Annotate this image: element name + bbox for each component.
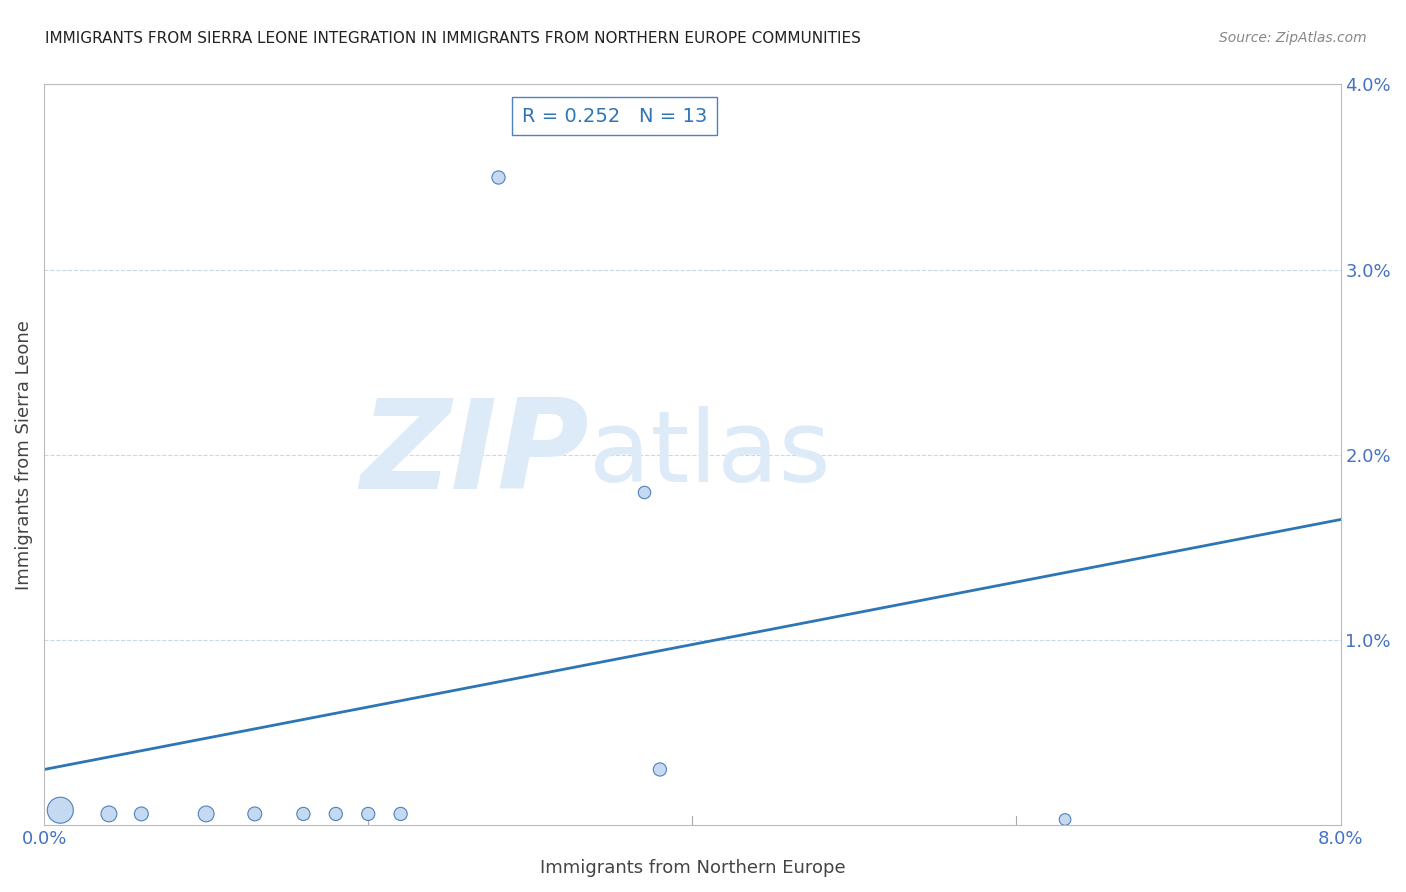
Text: atlas: atlas	[589, 406, 830, 503]
Point	[131, 806, 153, 821]
Point	[49, 803, 72, 817]
Point	[633, 484, 655, 499]
Point	[648, 763, 671, 777]
Text: R = 0.252   N = 13: R = 0.252 N = 13	[522, 107, 707, 126]
Point	[357, 806, 380, 821]
Point	[1053, 813, 1076, 827]
Point	[243, 806, 266, 821]
Point	[389, 806, 412, 821]
Point	[292, 806, 315, 821]
Point	[325, 806, 347, 821]
Point	[195, 806, 218, 821]
Y-axis label: Immigrants from Sierra Leone: Immigrants from Sierra Leone	[15, 320, 32, 590]
Text: IMMIGRANTS FROM SIERRA LEONE INTEGRATION IN IMMIGRANTS FROM NORTHERN EUROPE COMM: IMMIGRANTS FROM SIERRA LEONE INTEGRATION…	[45, 31, 860, 46]
Text: ZIP: ZIP	[360, 394, 589, 516]
Text: Source: ZipAtlas.com: Source: ZipAtlas.com	[1219, 31, 1367, 45]
X-axis label: Immigrants from Northern Europe: Immigrants from Northern Europe	[540, 859, 845, 877]
Point	[486, 169, 509, 184]
Point	[97, 806, 120, 821]
